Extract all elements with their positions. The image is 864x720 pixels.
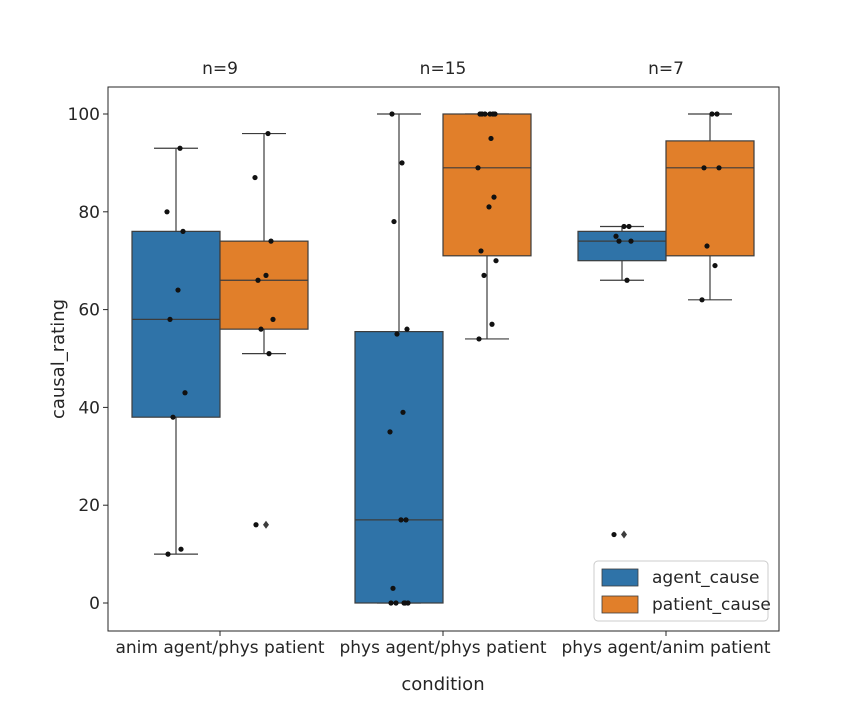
data-point <box>164 209 170 215</box>
data-point <box>611 531 617 538</box>
data-point <box>255 277 261 283</box>
data-point <box>270 316 276 322</box>
x-tick-label: anim agent/phys patient <box>115 638 324 658</box>
data-point <box>252 174 258 181</box>
data-point <box>177 145 183 151</box>
data-point <box>624 277 630 283</box>
box-agent-cause <box>354 331 444 604</box>
outlier-marker <box>621 530 627 539</box>
box-agent-cause <box>131 230 221 418</box>
y-tick-label: 60 <box>78 301 100 321</box>
data-point <box>491 194 497 200</box>
box-agent-cause <box>577 230 667 262</box>
data-point <box>699 297 705 303</box>
data-point <box>253 522 259 528</box>
data-point <box>476 336 482 342</box>
x-tick-label: phys agent/anim patient <box>561 638 770 658</box>
data-point <box>402 600 408 606</box>
legend-swatch-agent-cause <box>601 568 639 587</box>
data-point <box>714 111 720 117</box>
data-point <box>701 165 707 171</box>
y-tick-label: 40 <box>78 398 100 418</box>
y-tick-label: 20 <box>78 496 100 516</box>
y-tick-label: 100 <box>68 105 100 125</box>
y-tick-label: 80 <box>78 203 100 223</box>
data-point <box>613 233 619 239</box>
box-patient-cause <box>219 240 309 330</box>
data-point <box>478 248 484 254</box>
outlier-marker <box>263 520 269 529</box>
data-point <box>165 551 171 557</box>
plot-frame <box>107 86 780 632</box>
x-tick-label: phys agent/phys patient <box>339 638 546 658</box>
data-point <box>258 326 264 332</box>
data-point <box>709 111 715 117</box>
data-point <box>398 517 404 523</box>
data-point <box>486 204 492 210</box>
data-point <box>265 130 271 137</box>
legend-label-patient-cause: patient_cause <box>652 595 771 615</box>
data-point <box>616 238 622 244</box>
data-point <box>399 160 405 166</box>
data-point <box>490 111 496 117</box>
data-point <box>493 258 499 264</box>
data-point <box>475 165 481 171</box>
data-point <box>170 414 176 420</box>
data-point <box>488 135 494 142</box>
x-axis-title: condition <box>401 674 484 695</box>
data-point <box>167 316 173 322</box>
data-point <box>628 238 634 244</box>
n-label: n=15 <box>420 59 467 79</box>
data-point <box>400 409 406 415</box>
data-point <box>180 228 186 234</box>
box-patient-cause <box>442 113 532 257</box>
box-patient-cause <box>665 140 755 257</box>
legend-label-agent-cause: agent_cause <box>652 568 759 588</box>
data-point <box>626 223 632 230</box>
data-point <box>621 223 627 230</box>
data-point <box>403 517 409 523</box>
data-point <box>389 111 395 117</box>
data-point <box>175 287 181 293</box>
data-point <box>404 326 410 332</box>
data-point <box>477 111 483 117</box>
data-point <box>391 218 397 225</box>
data-point <box>481 272 487 278</box>
data-point <box>268 238 274 244</box>
data-point <box>712 262 718 269</box>
data-point <box>388 600 394 606</box>
data-point <box>263 272 269 278</box>
n-label: n=7 <box>648 59 684 79</box>
legend-swatch-patient-cause <box>601 595 639 614</box>
data-point <box>182 390 188 396</box>
data-point <box>266 351 272 357</box>
data-point <box>390 585 396 591</box>
legend: agent_cause patient_cause <box>593 560 771 622</box>
data-point <box>393 600 399 606</box>
data-point <box>394 331 400 337</box>
y-axis-title: causal_rating <box>48 299 69 419</box>
n-label: n=9 <box>202 59 238 79</box>
data-point <box>716 165 722 171</box>
data-point <box>489 321 495 327</box>
y-tick-label: 0 <box>89 594 100 614</box>
data-point <box>387 429 393 435</box>
data-point <box>178 546 184 552</box>
data-point <box>704 243 710 249</box>
